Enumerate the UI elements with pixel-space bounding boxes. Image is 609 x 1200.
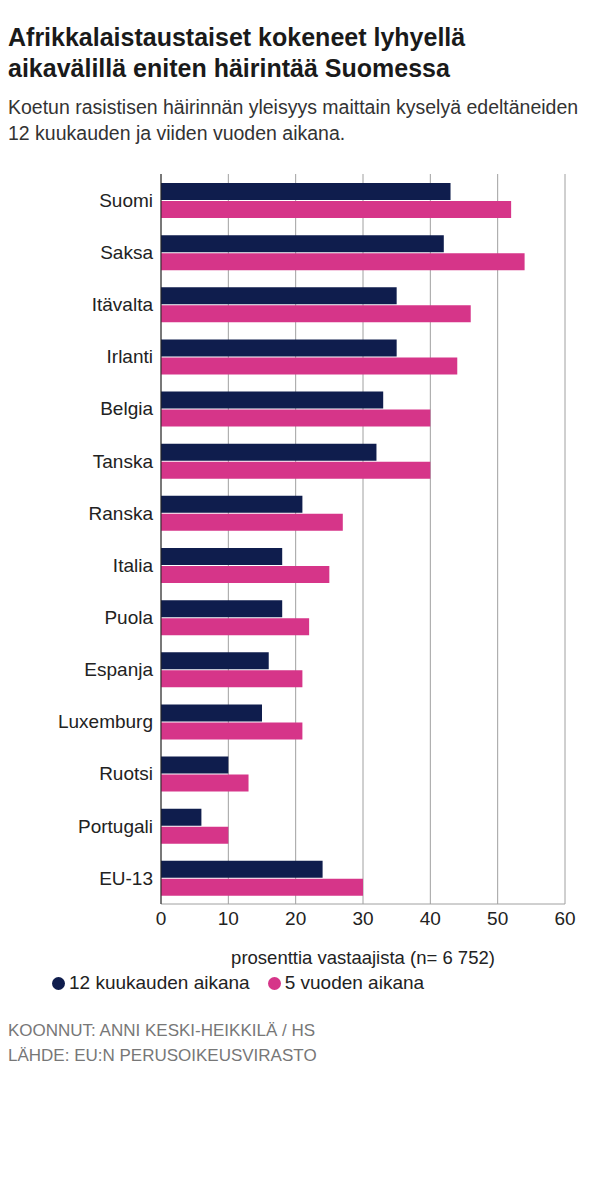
svg-text:Belgia: Belgia bbox=[100, 398, 153, 419]
svg-text:10: 10 bbox=[218, 908, 239, 929]
svg-text:40: 40 bbox=[420, 908, 441, 929]
svg-text:EU-13: EU-13 bbox=[99, 868, 153, 889]
svg-text:Tanska: Tanska bbox=[93, 451, 154, 472]
svg-text:Luxemburg: Luxemburg bbox=[58, 711, 153, 732]
svg-text:Suomi: Suomi bbox=[99, 190, 153, 211]
svg-text:Saksa: Saksa bbox=[100, 242, 153, 263]
svg-text:Irlanti: Irlanti bbox=[107, 346, 153, 367]
svg-text:Ruotsi: Ruotsi bbox=[99, 763, 153, 784]
svg-text:20: 20 bbox=[285, 908, 306, 929]
svg-text:prosenttia vastaajista (n= 6 7: prosenttia vastaajista (n= 6 752) bbox=[231, 947, 495, 968]
svg-text:Ranska: Ranska bbox=[89, 503, 154, 524]
svg-text:Puola: Puola bbox=[104, 607, 153, 628]
svg-text:Espanja: Espanja bbox=[84, 659, 153, 680]
svg-text:0: 0 bbox=[156, 908, 167, 929]
html-text:5 vuoden aikana: 5 vuoden aikana bbox=[284, 972, 425, 993]
svg-text:Portugali: Portugali bbox=[78, 816, 153, 837]
html-text:Koetun rasistisen häirinnän yl: Koetun rasistisen häirinnän yleisyys mai… bbox=[8, 96, 579, 144]
html-text:12 kuukauden aikana: 12 kuukauden aikana bbox=[69, 972, 250, 993]
svg-text:Itävalta: Itävalta bbox=[92, 294, 154, 315]
svg-text:50: 50 bbox=[487, 908, 508, 929]
html-text:Afrikkalaistaustaiset kokeneet: Afrikkalaistaustaiset kokeneet lyhyellä … bbox=[8, 23, 466, 82]
svg-text:30: 30 bbox=[352, 908, 373, 929]
svg-text:Italia: Italia bbox=[113, 555, 154, 576]
html-text:KOONNUT: ANNI KESKI-HEIKKILÄ /: KOONNUT: ANNI KESKI-HEIKKILÄ / HS bbox=[8, 1021, 315, 1040]
svg-text:60: 60 bbox=[554, 908, 575, 929]
html-text:LÄHDE: EU:N PERUSOIKEUSVIRASTO: LÄHDE: EU:N PERUSOIKEUSVIRASTO bbox=[8, 1046, 317, 1065]
